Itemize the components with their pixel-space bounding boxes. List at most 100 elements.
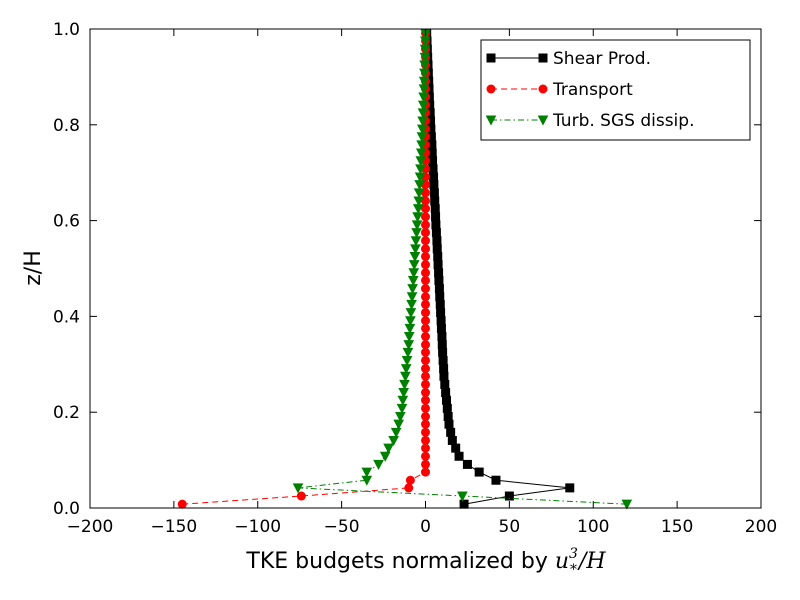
data-point-transport — [421, 323, 430, 333]
data-point-turb-sgs-dissip — [292, 483, 304, 494]
data-point-turb-sgs-dissip — [406, 299, 417, 310]
data-point-turb-sgs-dissip — [396, 403, 408, 414]
data-point-shear-prod — [441, 395, 451, 405]
data-point-turb-sgs-dissip — [401, 355, 413, 367]
legend-entry-shear-prod: Shear Prod. — [486, 49, 651, 69]
data-point-shear-prod — [431, 228, 441, 238]
data-point-turb-sgs-dissip — [390, 427, 402, 438]
data-point-shear-prod — [441, 388, 451, 398]
data-point-transport — [421, 451, 430, 461]
data-point-shear-prod — [434, 268, 444, 278]
data-point-transport — [421, 236, 430, 246]
x-tick-label: 150 — [661, 517, 693, 537]
data-point-shear-prod — [439, 371, 449, 381]
data-point-turb-sgs-dissip — [379, 451, 391, 462]
data-point-shear-prod — [431, 212, 441, 222]
data-point-transport — [421, 347, 430, 357]
legend-marker — [537, 115, 549, 126]
data-point-turb-sgs-dissip — [411, 228, 422, 239]
data-point-turb-sgs-dissip — [621, 499, 633, 510]
legend-marker — [485, 115, 497, 126]
data-point-shear-prod — [429, 188, 439, 198]
data-point-shear-prod — [462, 459, 472, 469]
data-point-turb-sgs-dissip — [407, 275, 419, 287]
y-axis-label: z/H — [21, 250, 46, 286]
legend-marker — [486, 53, 496, 63]
data-point-shear-prod — [429, 172, 439, 182]
data-point-transport — [421, 244, 430, 254]
x-tick-label: −50 — [324, 517, 360, 537]
data-point-transport — [421, 427, 430, 437]
data-point-transport — [421, 212, 430, 222]
legend: Shear Prod. Transport Turb. SGS dissip. — [480, 39, 751, 141]
data-point-shear-prod — [444, 419, 454, 429]
data-point-transport — [421, 275, 430, 285]
data-point-shear-prod — [432, 244, 442, 254]
data-point-transport — [421, 332, 430, 342]
legend-label: Turb. SGS dissip. — [552, 111, 694, 131]
data-point-shear-prod — [447, 435, 457, 445]
data-point-transport — [421, 268, 430, 278]
data-point-transport — [421, 435, 430, 445]
data-point-shear-prod — [504, 491, 514, 501]
data-point-transport — [421, 395, 430, 405]
data-point-shear-prod — [439, 364, 449, 374]
x-axis-label-sub: * — [570, 562, 577, 578]
data-point-turb-sgs-dissip — [395, 412, 406, 423]
y-tick-label: 0.8 — [53, 116, 80, 136]
legend-label: Shear Prod. — [553, 49, 651, 69]
data-point-turb-sgs-dissip — [410, 236, 422, 247]
data-point-transport — [421, 228, 430, 238]
x-tick-label: −200 — [67, 517, 114, 537]
data-point-turb-sgs-dissip — [393, 419, 404, 430]
data-point-shear-prod — [442, 403, 452, 413]
data-point-turb-sgs-dissip — [397, 395, 409, 406]
data-point-shear-prod — [440, 379, 450, 389]
legend-label: Transport — [552, 80, 633, 100]
data-point-transport — [296, 491, 306, 501]
data-point-shear-prod — [491, 475, 501, 485]
series-layer — [177, 28, 633, 510]
data-point-turb-sgs-dissip — [399, 379, 410, 390]
data-point-turb-sgs-dissip — [408, 260, 420, 271]
data-point-transport — [421, 292, 430, 302]
data-point-shear-prod — [435, 299, 445, 309]
x-axis-label-text: TKE budgets normalized by — [245, 549, 554, 574]
data-point-shear-prod — [438, 355, 448, 365]
x-tick-label: 0 — [420, 517, 431, 537]
data-point-shear-prod — [434, 275, 444, 285]
data-point-turb-sgs-dissip — [402, 347, 414, 358]
data-point-shear-prod — [438, 347, 448, 357]
data-point-shear-prod — [437, 332, 447, 342]
data-point-turb-sgs-dissip — [409, 252, 421, 263]
data-point-shear-prod — [434, 284, 444, 294]
y-tick-label: 0.2 — [53, 403, 80, 423]
data-point-transport — [421, 419, 430, 429]
data-point-shear-prod — [433, 260, 443, 270]
data-point-turb-sgs-dissip — [398, 388, 410, 399]
data-point-shear-prod — [474, 467, 484, 477]
data-point-turb-sgs-dissip — [404, 323, 416, 334]
x-tick-label: −100 — [234, 517, 281, 537]
legend-marker — [538, 53, 548, 63]
data-point-transport — [421, 220, 430, 230]
x-tick-label: 200 — [745, 517, 777, 537]
data-point-transport — [421, 403, 430, 413]
data-point-turb-sgs-dissip — [373, 459, 384, 470]
x-axis-label-tail: /H — [577, 549, 606, 574]
legend-entry-transport: Transport — [486, 80, 633, 100]
series-shear-prod — [422, 28, 575, 509]
data-point-transport — [421, 459, 430, 469]
data-point-shear-prod — [432, 236, 442, 246]
data-point-shear-prod — [430, 196, 440, 206]
y-tick-label: 0.6 — [53, 212, 80, 232]
data-point-shear-prod — [459, 499, 469, 509]
data-point-transport — [421, 340, 430, 350]
y-tick-label: 0.0 — [53, 499, 80, 519]
y-tick-label: 0.4 — [53, 307, 80, 327]
data-point-transport — [421, 388, 430, 398]
legend-entry-turb-sgs-dissip: Turb. SGS dissip. — [485, 111, 694, 131]
data-point-turb-sgs-dissip — [457, 491, 468, 502]
data-point-transport — [421, 299, 430, 309]
